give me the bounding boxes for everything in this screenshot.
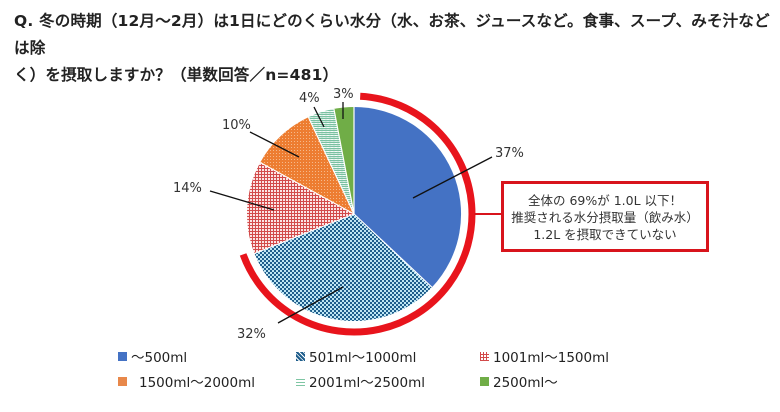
leader-lines xyxy=(209,102,493,324)
label-37: 37% xyxy=(495,146,524,161)
legend-item-501-1000ml: 501ml～1000ml xyxy=(296,346,416,366)
slice-1500-2000ml xyxy=(260,117,354,214)
legend-swatch-dots-orange-icon xyxy=(118,376,127,386)
label-4: 4% xyxy=(299,91,320,106)
slice-1001-1500ml xyxy=(246,162,354,254)
title-line-1: Q. 冬の時期（12月～2月）は1日にどのくらい水分（水、お茶、ジュースなど。食… xyxy=(14,12,770,57)
slice-2001-2500ml xyxy=(308,108,354,214)
callout-box: 全体の 69%が 1.0L 以下！ 推奨される水分摂取量（飲み水） 1.2L を… xyxy=(501,181,709,252)
label-3: 3% xyxy=(333,87,354,102)
slice-501-1000ml xyxy=(254,214,432,322)
legend-item-2001-2500ml: 2001ml～2500ml xyxy=(296,371,425,391)
chart-title: Q. 冬の時期（12月～2月）は1日にどのくらい水分（水、お茶、ジュースなど。食… xyxy=(14,8,774,89)
legend-item-upto-500ml: ～500ml xyxy=(118,346,187,366)
legend-swatch-wave-icon xyxy=(296,376,305,386)
label-32: 32% xyxy=(237,327,266,342)
slice-separators xyxy=(254,107,433,288)
callout-line-2: 推奨される水分摂取量（飲み水） xyxy=(511,210,699,225)
slice-upto-500ml xyxy=(354,106,462,288)
legend-item-1001-1500ml: 1001ml～1500ml xyxy=(480,346,609,366)
label-14: 14% xyxy=(173,181,202,196)
legend-swatch-grid-icon xyxy=(480,351,489,361)
highlight-arc xyxy=(239,92,476,336)
callout-line-3: 1.2L を摂取できていない xyxy=(533,227,677,242)
label-10: 10% xyxy=(222,118,251,133)
legend-item-2500ml-plus: 2500ml～ xyxy=(480,371,558,391)
legend-swatch-checker-icon xyxy=(296,351,305,361)
legend-item-1500-2000ml: 1500ml～2000ml xyxy=(118,371,255,391)
legend-swatch-solid-green-icon xyxy=(480,376,489,386)
callout-line-1: 全体の 69%が 1.0L 以下！ xyxy=(527,193,683,208)
legend-swatch-solid-blue-icon xyxy=(118,351,127,361)
title-line-2: く）を摂取しますか？（単数回答／n=481） xyxy=(14,66,339,84)
